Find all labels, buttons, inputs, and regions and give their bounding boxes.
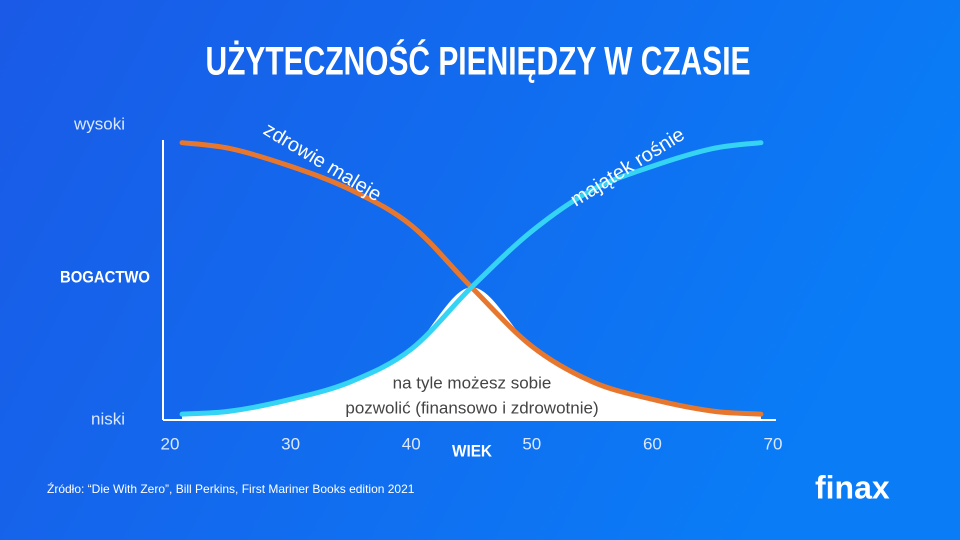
y-tick-label: niski (91, 409, 125, 428)
chart-title: UŻYTECZNOŚĆ PIENIĘDZY W CZASIE (206, 38, 751, 84)
x-axis-label: WIEK (452, 441, 493, 460)
x-tick-label: 70 (764, 434, 783, 453)
series-line (179, 140, 764, 417)
annotation: na tyle możesz sobie (393, 373, 552, 392)
x-tick-label: 50 (522, 434, 541, 453)
y-axis-label: BOGACTWO (60, 267, 150, 286)
x-tick-label: 20 (161, 434, 180, 453)
annotation: pozwolić (finansowo i zdrowotnie) (345, 398, 598, 417)
x-tick-label: 40 (402, 434, 421, 453)
x-tick-label: 60 (643, 434, 662, 453)
logo: finax (815, 469, 890, 505)
y-tick-label: wysoki (73, 114, 125, 133)
source: Źródło: “Die With Zero”, Bill Perkins, F… (47, 481, 415, 496)
x-tick-label: 30 (281, 434, 300, 453)
affordable-area (182, 287, 761, 420)
